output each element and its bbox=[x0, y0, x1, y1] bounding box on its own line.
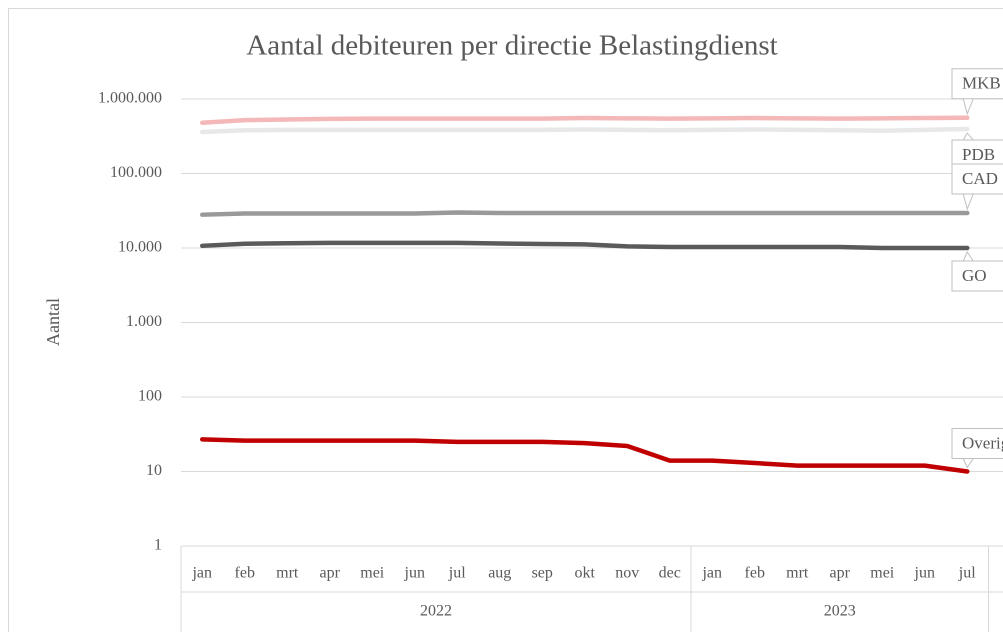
x-tick-label: jul bbox=[448, 565, 466, 582]
x-tick-label: sep bbox=[532, 565, 553, 582]
chart-title: Aantal debiteuren per directie Belasting… bbox=[246, 30, 777, 62]
x-tick-label: jun bbox=[914, 565, 935, 582]
x-tick-label: mei bbox=[870, 565, 895, 582]
y-tick-label: 10.000 bbox=[118, 239, 162, 256]
x-tick-label: jan bbox=[701, 565, 722, 582]
x-tick-label: dec bbox=[659, 565, 681, 582]
data-label: PDB bbox=[962, 145, 995, 164]
x-tick-label: okt bbox=[575, 565, 596, 582]
x-tick-label: apr bbox=[830, 565, 851, 582]
y-tick-label: 1 bbox=[154, 537, 162, 554]
data-label: MKB bbox=[962, 74, 1001, 93]
callout-box bbox=[951, 163, 1003, 211]
series-line bbox=[200, 115, 970, 125]
data-label: GO bbox=[962, 266, 987, 285]
callout-box bbox=[951, 250, 1003, 292]
series-line bbox=[200, 210, 970, 217]
x-tick-label: mrt bbox=[276, 565, 299, 582]
x-tick-label: jun bbox=[404, 565, 425, 582]
x-tick-label: feb bbox=[745, 565, 765, 582]
y-tick-label: 1.000 bbox=[126, 313, 162, 330]
callout-box bbox=[951, 132, 1003, 171]
series-line bbox=[200, 126, 970, 135]
chart-frame bbox=[8, 8, 1003, 632]
x-tick-label: jul bbox=[958, 565, 976, 582]
series-line bbox=[200, 240, 970, 251]
x-group-label: 2023 bbox=[824, 603, 856, 620]
y-tick-label: 1.000.000 bbox=[98, 90, 162, 107]
x-tick-label: nov bbox=[615, 565, 639, 582]
y-tick-label: 100 bbox=[138, 388, 162, 405]
y-tick-label: 10 bbox=[146, 462, 162, 479]
x-tick-label: apr bbox=[320, 565, 341, 582]
x-tick-label: aug bbox=[488, 565, 511, 582]
x-tick-label: mei bbox=[360, 565, 385, 582]
x-tick-label: jan bbox=[191, 565, 212, 582]
y-tick-label: 100.000 bbox=[110, 164, 162, 181]
y-axis-label: Aantal bbox=[43, 298, 63, 346]
data-label: Overig bbox=[962, 433, 1003, 452]
x-group-label: 2022 bbox=[420, 603, 452, 620]
x-tick-label: feb bbox=[235, 565, 255, 582]
x-tick-label: mrt bbox=[786, 565, 809, 582]
callout-box bbox=[951, 428, 1003, 469]
series-line bbox=[200, 437, 970, 474]
data-label: CAD bbox=[962, 169, 998, 188]
callout-box bbox=[951, 68, 1003, 116]
